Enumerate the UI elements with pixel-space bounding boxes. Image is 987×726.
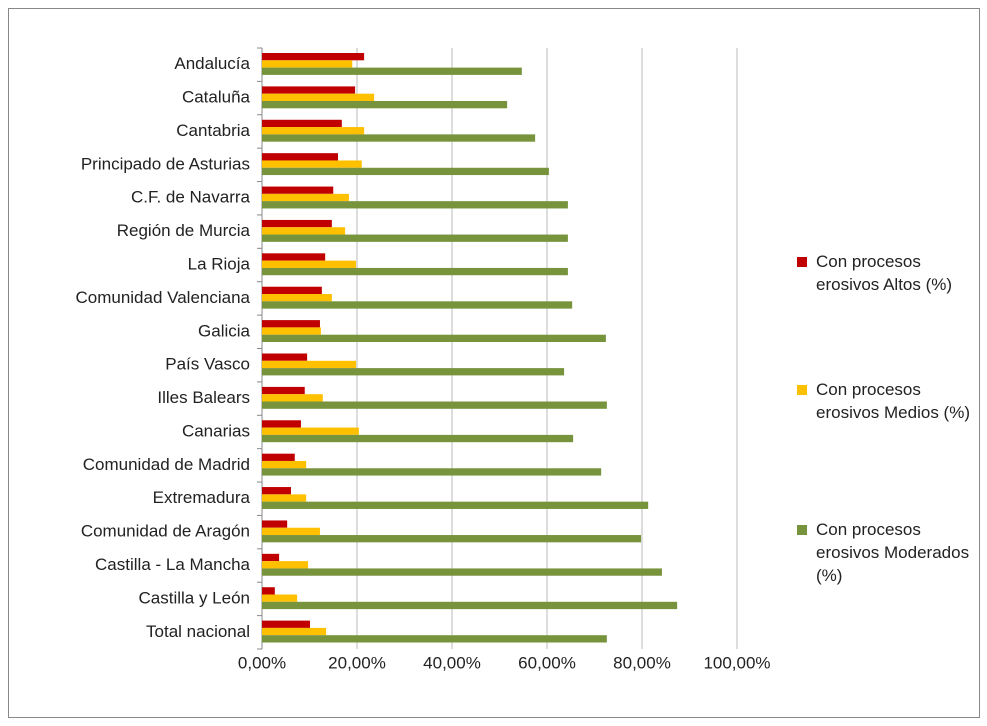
legend-label: Con procesos erosivos Medios (%) [816, 380, 970, 422]
bar [262, 253, 326, 261]
bar [262, 186, 334, 194]
y-tick-label: Extremadura [153, 488, 251, 507]
bar [262, 535, 642, 543]
bar [262, 86, 356, 94]
bar [262, 427, 359, 435]
y-tick-label: Principado de Asturias [81, 154, 250, 173]
bar [262, 453, 295, 461]
bar [262, 360, 357, 369]
bar [262, 487, 291, 495]
bar [262, 60, 353, 68]
bar [262, 368, 565, 376]
bar [262, 134, 536, 142]
bar [262, 620, 310, 628]
bar [262, 353, 308, 361]
bar [262, 320, 320, 328]
chart-frame [8, 8, 980, 718]
bar [262, 193, 349, 202]
legend-swatch [797, 525, 807, 535]
bar [262, 67, 522, 75]
legend-swatch [797, 385, 807, 395]
legend-item: Con procesos erosivos Medios (%) [797, 378, 977, 424]
bar [262, 167, 549, 176]
y-tick-label: Comunidad Valenciana [75, 288, 250, 307]
bar [262, 468, 602, 476]
y-tick-label: Andalucía [174, 54, 250, 73]
bar [262, 594, 298, 602]
bar [262, 501, 649, 509]
bar [262, 234, 568, 242]
y-tick-label: Comunidad de Madrid [83, 455, 250, 474]
x-tick-label: 0,00% [238, 653, 286, 672]
y-tick-label: Illes Balears [157, 388, 250, 407]
x-tick-label: 40,00% [423, 653, 481, 672]
bar [262, 460, 307, 469]
bar [262, 434, 574, 443]
legend-label: Con procesos erosivos Altos (%) [816, 252, 953, 294]
legend-label: Con procesos erosivos Moderados (%) [816, 520, 970, 585]
y-tick-label: La Rioja [188, 255, 251, 274]
bar [262, 386, 305, 395]
bar [262, 119, 342, 128]
bar [262, 561, 309, 569]
bar [262, 93, 375, 101]
bar [262, 127, 365, 135]
y-tick-label: Total nacional [146, 622, 250, 641]
legend-item: Con procesos erosivos Moderados (%) [797, 518, 977, 587]
x-tick-label: 20,00% [328, 653, 386, 672]
bar [262, 420, 301, 428]
bar [262, 568, 662, 576]
legend-swatch [797, 257, 807, 267]
bar [262, 201, 568, 209]
bar [262, 394, 323, 402]
y-tick-label: Cataluña [182, 88, 251, 107]
bar [262, 227, 346, 235]
legend-item: Con procesos erosivos Altos (%) [797, 250, 977, 296]
bar [262, 301, 573, 309]
y-tick-label: Galicia [198, 321, 251, 340]
bar [262, 219, 332, 228]
bar [262, 587, 275, 595]
y-tick-label: Castilla - La Mancha [95, 555, 251, 574]
bar [262, 160, 362, 168]
bar [262, 520, 288, 528]
bar [262, 286, 322, 295]
x-tick-label: 100,00% [703, 653, 770, 672]
y-tick-label: Castilla y León [138, 588, 250, 607]
y-tick-label: País Vasco [165, 355, 250, 374]
bar [262, 401, 607, 409]
bar [262, 553, 280, 562]
bar [262, 267, 568, 276]
x-tick-label: 80,00% [613, 653, 671, 672]
bar [262, 627, 327, 636]
bar [262, 294, 332, 302]
bar [262, 601, 678, 610]
y-tick-label: Canarias [182, 421, 250, 440]
bar [262, 53, 365, 61]
bar [262, 494, 307, 502]
y-tick-label: C.F. de Navarra [131, 188, 251, 207]
bar [262, 334, 606, 343]
bar [262, 527, 320, 536]
y-tick-label: Región de Murcia [117, 221, 251, 240]
bar [262, 260, 357, 268]
y-tick-label: Cantabria [176, 121, 250, 140]
x-tick-label: 60,00% [518, 653, 576, 672]
bar [262, 100, 508, 109]
y-tick-label: Comunidad de Aragón [81, 522, 250, 541]
bar [262, 635, 607, 643]
bar [262, 153, 338, 161]
bar [262, 327, 321, 335]
